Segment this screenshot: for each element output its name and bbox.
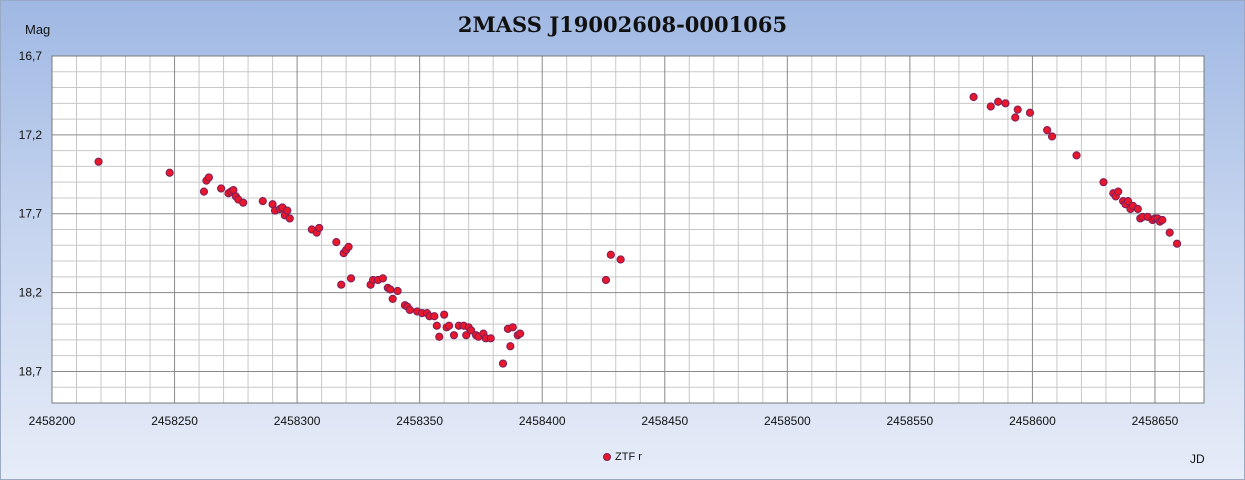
data-point [606, 250, 615, 259]
data-point [1172, 239, 1182, 248]
legend-marker-icon [603, 453, 611, 461]
x-tick-label: 2458600 [1009, 414, 1056, 428]
data-point [498, 359, 508, 368]
data-point [1025, 108, 1035, 117]
data-point [969, 92, 978, 102]
data-point [467, 326, 476, 335]
data-point [1099, 178, 1108, 187]
data-point [199, 187, 209, 196]
data-point [432, 321, 441, 330]
data-point [1047, 132, 1057, 141]
chart-title: 2MASS J19002608-0001065 [457, 12, 788, 37]
y-tick-label: 17,2 [19, 128, 43, 142]
data-point [430, 312, 439, 321]
data-point [444, 321, 454, 330]
data-point [217, 184, 226, 193]
data-point [378, 274, 387, 283]
x-tick-label: 2458450 [641, 414, 688, 428]
data-point [508, 323, 517, 332]
x-tick-label: 2458500 [764, 414, 811, 428]
data-point [94, 157, 103, 166]
data-point [1133, 204, 1142, 214]
data-point [1165, 228, 1174, 237]
data-point [449, 331, 459, 340]
data-point [393, 286, 402, 296]
x-tick-label: 2458250 [151, 414, 198, 428]
data-point [344, 242, 353, 251]
data-point [1072, 151, 1081, 160]
data-point [405, 305, 414, 315]
x-tick-label: 2458400 [519, 414, 566, 428]
x-tick-label: 2458350 [396, 414, 443, 428]
data-point [1114, 187, 1123, 196]
data-point [440, 310, 449, 319]
legend: ZTF r [603, 451, 642, 463]
data-point [462, 331, 471, 340]
data-point [285, 214, 294, 223]
data-point [616, 255, 625, 264]
data-point [332, 238, 341, 247]
data-point [506, 342, 515, 351]
x-tick-label: 2458200 [29, 414, 76, 428]
data-point [204, 173, 213, 182]
data-point [337, 280, 346, 289]
data-point [994, 97, 1003, 106]
y-axis-label: Mag [25, 22, 51, 37]
data-point [1013, 105, 1022, 114]
data-point [315, 223, 324, 233]
data-point [516, 329, 525, 338]
data-point [239, 198, 248, 207]
y-tick-label: 18,2 [19, 286, 43, 300]
x-tick-label: 2458650 [1132, 414, 1179, 428]
data-point [1001, 99, 1010, 108]
data-point [601, 275, 611, 285]
data-point [165, 168, 174, 177]
data-point [283, 206, 292, 215]
data-point [1123, 197, 1133, 206]
data-point [1043, 126, 1052, 135]
data-point [986, 102, 995, 111]
data-point [1011, 113, 1020, 122]
data-point [346, 274, 356, 283]
y-tick-label: 17,7 [19, 207, 43, 221]
x-tick-label: 2458300 [274, 414, 321, 428]
legend-label: ZTF r [615, 451, 642, 463]
plot-border [51, 55, 1205, 404]
x-tick-label: 2458550 [887, 414, 934, 428]
data-point [258, 197, 267, 206]
data-point [486, 334, 495, 343]
data-point [388, 294, 397, 303]
y-tick-label: 16,7 [19, 49, 43, 63]
data-point [435, 332, 444, 341]
data-point [1158, 215, 1167, 225]
x-axis-label: JD [1190, 452, 1205, 466]
data-point [386, 285, 395, 294]
y-tick-label: 18,7 [19, 364, 43, 378]
